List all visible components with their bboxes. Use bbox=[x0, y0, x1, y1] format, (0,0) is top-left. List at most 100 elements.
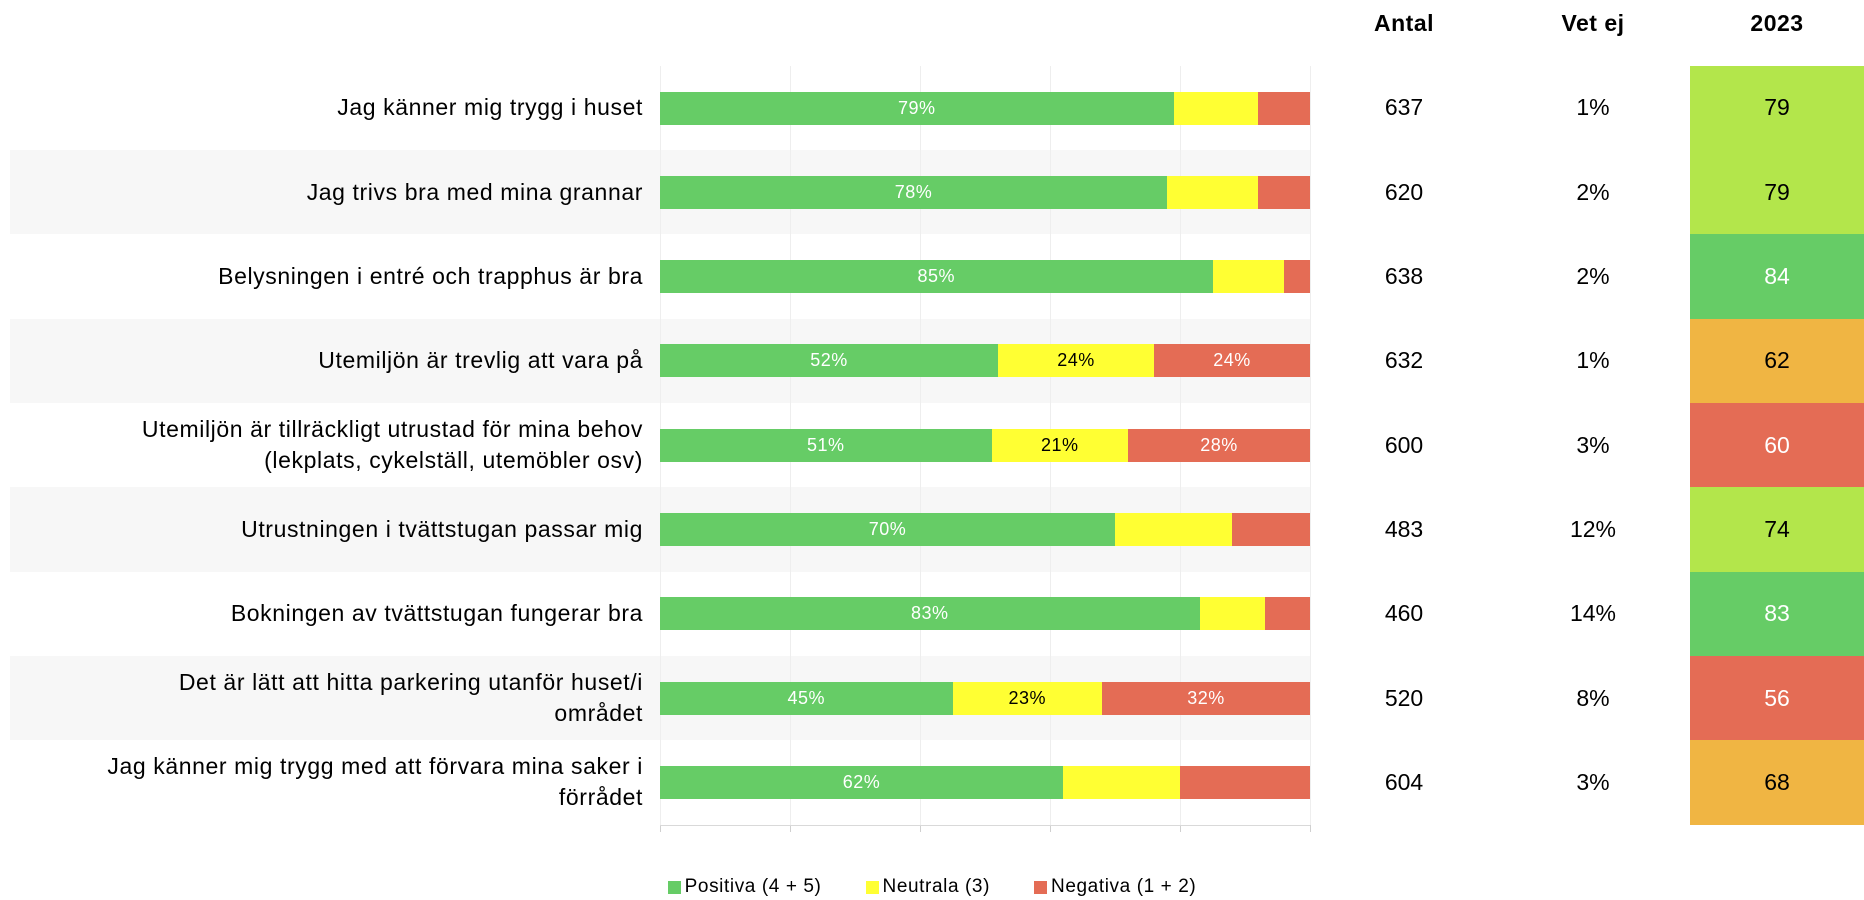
bar-segment bbox=[1167, 175, 1258, 209]
bar-segment bbox=[1115, 513, 1232, 546]
legend-label: Positiva (4 + 5) bbox=[684, 876, 822, 897]
category-label: Det är lätt att hitta parkering utanför … bbox=[178, 669, 643, 727]
table-cell: 2% bbox=[1576, 178, 1610, 205]
column-header: Vet ej bbox=[1561, 10, 1625, 36]
bar-segment bbox=[1258, 91, 1310, 125]
table-cell: 84 bbox=[1690, 234, 1864, 319]
category-label: Belysningen i entré och trapphus är bra bbox=[218, 263, 643, 290]
bar-segment bbox=[1173, 91, 1258, 125]
column-header: 2023 bbox=[1750, 10, 1804, 36]
table-cell: 620 bbox=[1384, 178, 1424, 205]
bar-segment: 83% bbox=[660, 597, 1200, 631]
legend-swatch bbox=[1034, 880, 1048, 894]
bar-segment bbox=[1180, 765, 1310, 799]
data-label: 85% bbox=[917, 266, 956, 287]
bar-segment: 52% bbox=[660, 344, 998, 378]
table-cell: 83 bbox=[1690, 571, 1864, 656]
grid-line bbox=[1310, 65, 1311, 825]
bar-segment: 21% bbox=[991, 428, 1128, 462]
data-label: 24% bbox=[1213, 350, 1251, 371]
table-cell: 520 bbox=[1384, 684, 1424, 711]
bar-segment: 70% bbox=[660, 513, 1115, 546]
category-label: Utemiljön är tillräckligt utrustad för m… bbox=[141, 416, 643, 474]
bar-segment: 28% bbox=[1128, 428, 1310, 462]
bar-segment: 32% bbox=[1102, 681, 1310, 715]
tick-mark bbox=[1310, 824, 1311, 832]
table-cell: 79 bbox=[1690, 65, 1864, 151]
category-label: Utemiljön är trevlig att vara på bbox=[318, 347, 643, 374]
bar-segment bbox=[1264, 597, 1310, 631]
bar-segment bbox=[1199, 597, 1265, 631]
legend-label: Neutrala (3) bbox=[882, 876, 991, 897]
bar-segment bbox=[1232, 513, 1310, 546]
table-cell: 68 bbox=[1690, 740, 1864, 825]
data-label: 83% bbox=[910, 603, 949, 624]
data-label: 21% bbox=[1040, 434, 1079, 455]
category-label: Jag känner mig trygg i huset bbox=[337, 94, 643, 121]
column-header: Antal bbox=[1374, 10, 1434, 36]
tick-mark bbox=[920, 824, 921, 832]
table-cell: 8% bbox=[1576, 684, 1610, 711]
table-cell: 600 bbox=[1384, 431, 1424, 458]
table-cell: 60 bbox=[1690, 403, 1864, 488]
table-cell: 14% bbox=[1569, 600, 1617, 627]
bar-segment: 85% bbox=[660, 260, 1213, 294]
data-label: 79% bbox=[897, 97, 936, 118]
bar-segment: 79% bbox=[660, 91, 1174, 125]
category-label: Jag trivs bra med mina grannar bbox=[306, 178, 643, 205]
legend-item: Neutrala (3) bbox=[865, 874, 991, 900]
legend-swatch bbox=[865, 880, 879, 894]
table-cell: 1% bbox=[1576, 94, 1610, 121]
legend-item: Negativa (1 + 2) bbox=[1034, 874, 1196, 900]
bar-segment bbox=[1212, 260, 1284, 294]
legend-item: Positiva (4 + 5) bbox=[667, 874, 822, 900]
table-cell: 3% bbox=[1576, 431, 1610, 458]
table-cell: 632 bbox=[1384, 347, 1424, 374]
table-cell: 460 bbox=[1384, 600, 1424, 627]
table-cell: 12% bbox=[1569, 515, 1617, 542]
data-label: 78% bbox=[894, 181, 933, 202]
data-label: 52% bbox=[810, 350, 848, 371]
tick-mark bbox=[1050, 824, 1051, 832]
bar-segment: 51% bbox=[660, 428, 992, 462]
table-cell: 637 bbox=[1384, 94, 1424, 121]
table-cell: 74 bbox=[1690, 487, 1864, 572]
bar-segment: 45% bbox=[660, 681, 953, 715]
bar-segment bbox=[1258, 175, 1310, 209]
table-cell: 483 bbox=[1384, 515, 1424, 542]
bar-segment: 24% bbox=[1154, 344, 1310, 378]
table-cell: 1% bbox=[1576, 347, 1610, 374]
table-cell: 62 bbox=[1690, 318, 1864, 404]
table-cell: 604 bbox=[1384, 768, 1424, 795]
data-label: 62% bbox=[842, 771, 881, 792]
bar-segment bbox=[1284, 260, 1310, 294]
category-label: Jag känner mig trygg med att förvara min… bbox=[107, 753, 643, 811]
category-label: Utrustningen i tvättstugan passar mig bbox=[241, 515, 643, 542]
bar-segment: 62% bbox=[660, 765, 1063, 799]
data-label: 24% bbox=[1057, 350, 1095, 371]
tick-mark bbox=[790, 824, 791, 832]
tick-mark bbox=[660, 824, 661, 832]
data-label: 70% bbox=[868, 519, 907, 539]
bar-segment bbox=[1063, 765, 1180, 799]
data-label: 45% bbox=[787, 687, 826, 708]
bar-segment: 24% bbox=[998, 344, 1154, 378]
table-cell: 3% bbox=[1576, 768, 1610, 795]
legend-swatch bbox=[667, 880, 681, 894]
table-cell: 638 bbox=[1384, 263, 1424, 290]
x-axis bbox=[660, 824, 1310, 826]
table-cell: 2% bbox=[1576, 263, 1610, 290]
data-label: 28% bbox=[1200, 434, 1238, 455]
table-cell: 79 bbox=[1690, 150, 1864, 235]
tick-mark bbox=[1180, 824, 1181, 832]
bar-segment: 78% bbox=[660, 175, 1167, 209]
data-label: 51% bbox=[806, 434, 845, 455]
table-cell: 56 bbox=[1690, 655, 1864, 741]
bar-segment: 23% bbox=[952, 681, 1102, 715]
data-label: 23% bbox=[1008, 687, 1047, 708]
data-label: 32% bbox=[1187, 687, 1225, 708]
legend: Positiva (4 + 5) Neutrala (3) Negativa (1 … bbox=[0, 874, 1864, 900]
category-label: Bokningen av tvättstugan fungerar bra bbox=[230, 600, 643, 627]
legend-label: Negativa (1 + 2) bbox=[1051, 876, 1197, 897]
